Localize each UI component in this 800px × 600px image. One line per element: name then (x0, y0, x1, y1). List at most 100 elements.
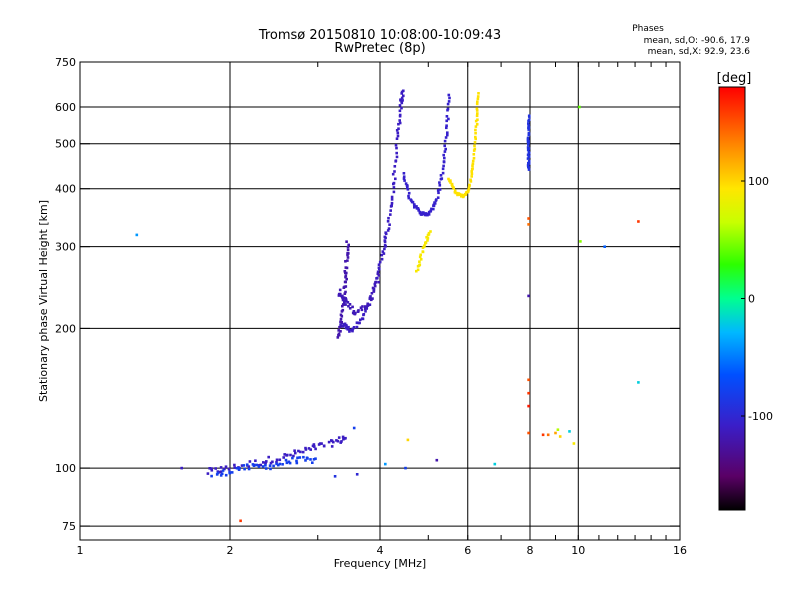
data-point (384, 232, 388, 236)
data-point (364, 305, 367, 308)
data-point (441, 171, 445, 175)
data-point (467, 186, 471, 190)
data-point (413, 206, 416, 209)
data-point (318, 442, 322, 445)
data-point (418, 260, 421, 263)
data-point (237, 468, 241, 471)
data-point (474, 128, 477, 132)
data-point (476, 118, 479, 121)
data-point (441, 167, 445, 171)
data-point (568, 430, 571, 433)
data-point (459, 193, 462, 196)
data-point (283, 453, 286, 456)
data-point (216, 470, 220, 473)
data-point (180, 466, 183, 470)
data-point (473, 147, 477, 151)
data-point (346, 253, 349, 257)
data-point (344, 326, 348, 330)
colorbar-tick-label: 100 (748, 175, 769, 188)
data-point (341, 435, 345, 439)
data-point (313, 445, 316, 448)
x-tick-label: 8 (527, 544, 534, 557)
data-point (426, 236, 430, 240)
data-point (442, 164, 445, 168)
data-point (382, 252, 386, 255)
data-point (264, 464, 267, 467)
data-point (216, 471, 220, 475)
data-point (389, 213, 392, 216)
data-point (306, 457, 309, 460)
data-point (475, 123, 479, 126)
data-point (340, 294, 343, 298)
data-point (345, 323, 348, 327)
data-point (394, 143, 398, 147)
data-point (438, 181, 441, 184)
data-point (377, 263, 381, 266)
data-point (472, 153, 476, 156)
data-point (337, 333, 340, 337)
data-point (353, 312, 357, 316)
data-point (416, 268, 420, 272)
data-point (373, 282, 377, 286)
data-point (453, 189, 457, 192)
data-point (443, 150, 447, 153)
colorbar-tick-label: 0 (748, 293, 755, 306)
data-point (406, 184, 409, 188)
data-point (469, 178, 472, 182)
data-point (392, 181, 396, 185)
data-point (527, 133, 531, 136)
data-point (407, 191, 411, 195)
data-point (470, 170, 473, 173)
data-point (337, 436, 341, 439)
data-point (345, 277, 348, 281)
data-point (401, 99, 404, 102)
data-point (338, 288, 342, 292)
data-point (351, 329, 354, 333)
data-point (370, 292, 374, 295)
data-point (475, 102, 479, 106)
x-axis-label: Frequency [MHz] (334, 557, 426, 570)
data-point (386, 229, 390, 232)
data-point (275, 461, 278, 464)
data-point (271, 460, 274, 464)
data-point (261, 465, 265, 468)
data-point (373, 284, 377, 288)
data-point (395, 129, 399, 132)
data-point (210, 467, 213, 470)
data-point (341, 304, 344, 308)
data-point (438, 184, 442, 187)
data-point (248, 460, 252, 463)
data-point (346, 328, 349, 331)
x-tick-label: 6 (464, 544, 471, 557)
data-point (411, 200, 415, 204)
data-point (351, 327, 355, 330)
data-point (342, 303, 345, 306)
data-point (330, 445, 334, 448)
data-point (311, 461, 314, 464)
data-point (415, 269, 418, 273)
y-tick-label: 750 (55, 56, 76, 69)
data-point (284, 458, 288, 462)
data-point (399, 98, 402, 101)
data-point (386, 220, 390, 223)
data-point (269, 467, 272, 471)
data-point (390, 198, 394, 201)
data-point (395, 151, 398, 155)
data-point (344, 271, 347, 275)
data-point (400, 96, 404, 100)
data-point (340, 440, 343, 443)
data-point (527, 161, 530, 165)
data-point (445, 126, 448, 130)
data-point (402, 94, 405, 98)
data-point (228, 471, 232, 475)
data-point (402, 89, 405, 93)
data-point (388, 223, 391, 226)
data-point (474, 125, 478, 128)
data-point (558, 435, 562, 438)
data-point (340, 315, 344, 318)
data-point (344, 266, 348, 269)
data-point (449, 179, 452, 182)
data-point (387, 216, 390, 220)
data-point (421, 250, 425, 253)
data-point (359, 318, 362, 322)
